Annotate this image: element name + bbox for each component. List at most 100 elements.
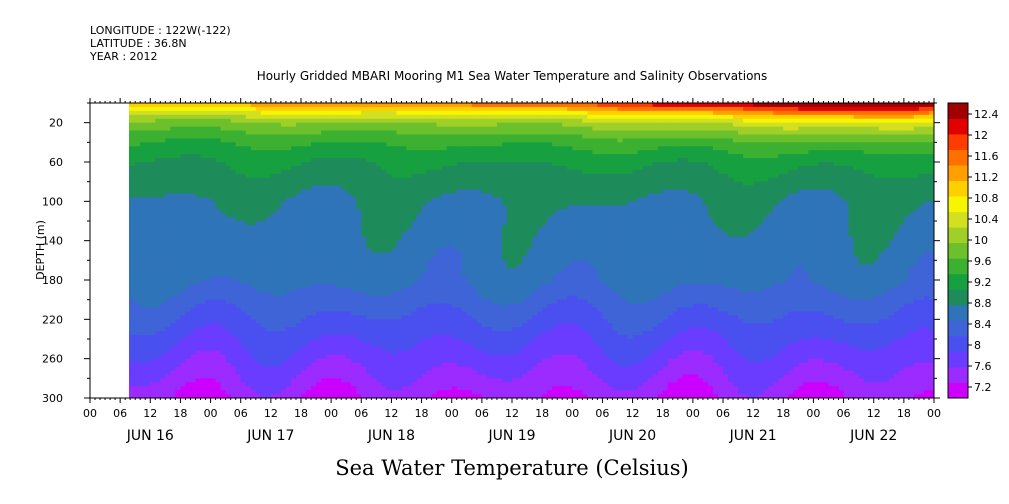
heatmap-cell — [306, 244, 312, 250]
heatmap-cell — [416, 276, 423, 281]
heatmap-cell — [129, 236, 131, 242]
heatmap-cell — [155, 158, 161, 163]
heatmap-cell — [446, 114, 453, 120]
heatmap-cell — [260, 134, 267, 139]
heatmap-cell — [185, 272, 192, 277]
heatmap-cell — [406, 103, 413, 108]
heatmap-cell — [215, 268, 222, 273]
heatmap-cell — [275, 165, 282, 171]
heatmap-cell — [366, 177, 372, 183]
heatmap-cell — [381, 268, 387, 273]
heatmap-cell — [150, 103, 156, 108]
heatmap-cell — [180, 276, 187, 281]
heatmap-cell — [155, 390, 161, 395]
heatmap-cell — [240, 221, 247, 226]
heatmap-cell — [220, 240, 227, 246]
heatmap-cell — [245, 181, 252, 187]
heatmap-cell — [129, 350, 131, 356]
heatmap-cell — [426, 130, 433, 136]
heatmap-cell — [426, 248, 433, 254]
heatmap-cell — [421, 260, 428, 265]
heatmap-cell — [150, 221, 156, 226]
heatmap-cell — [311, 209, 317, 214]
heatmap-cell — [140, 366, 146, 372]
heatmap-cell — [381, 390, 387, 395]
heatmap-cell — [220, 327, 227, 332]
heatmap-cell — [255, 374, 262, 379]
heatmap-cell — [396, 173, 403, 179]
heatmap-cell — [175, 307, 182, 313]
heatmap-cell — [150, 346, 156, 352]
heatmap-cell — [180, 268, 187, 273]
heatmap-cell — [155, 276, 161, 281]
heatmap-cell — [280, 256, 287, 261]
heatmap-cell — [190, 323, 197, 328]
heatmap-cell — [456, 213, 463, 218]
heatmap-cell — [311, 201, 317, 206]
heatmap-cell — [155, 169, 161, 175]
heatmap-cell — [230, 280, 237, 285]
heatmap-cell — [381, 366, 387, 372]
heatmap-cell — [260, 283, 267, 289]
heatmap-cell — [451, 106, 458, 112]
heatmap-cell — [341, 189, 347, 195]
heatmap-cell — [185, 232, 192, 238]
heatmap-cell — [285, 283, 292, 289]
heatmap-cell — [290, 185, 297, 191]
heatmap-cell — [371, 374, 377, 379]
heatmap-cell — [341, 217, 347, 222]
heatmap-cell — [316, 130, 322, 136]
heatmap-cell — [275, 291, 282, 297]
heatmap-cell — [145, 134, 151, 139]
heatmap-cell — [336, 158, 342, 163]
heatmap-cell — [426, 138, 433, 143]
heatmap-cell — [245, 268, 252, 273]
heatmap-cell — [446, 374, 453, 379]
heatmap-cell — [336, 181, 342, 187]
heatmap-cell — [129, 169, 131, 175]
heatmap-cell — [386, 232, 393, 238]
heatmap-cell — [421, 177, 428, 183]
heatmap-cell — [391, 272, 398, 277]
heatmap-cell — [436, 303, 443, 309]
heatmap-cell — [240, 362, 247, 368]
heatmap-cell — [210, 236, 217, 242]
heatmap-cell — [240, 323, 247, 328]
heatmap-cell — [421, 103, 428, 108]
heatmap-cell — [200, 394, 207, 398]
heatmap-cell — [416, 162, 423, 167]
heatmap-cell — [366, 315, 372, 320]
heatmap-cell — [451, 126, 458, 132]
heatmap-cell — [175, 370, 182, 375]
heatmap-cell — [406, 366, 413, 372]
heatmap-cell — [301, 224, 307, 230]
heatmap-cell — [371, 339, 377, 344]
heatmap-cell — [396, 295, 403, 301]
heatmap-cell — [316, 185, 322, 191]
heatmap-cell — [235, 256, 242, 261]
heatmap-cell — [260, 291, 267, 297]
heatmap-cell — [255, 323, 262, 328]
heatmap-cell — [145, 114, 151, 120]
heatmap-cell — [356, 366, 362, 372]
heatmap-cell — [351, 248, 357, 254]
heatmap-cell — [446, 354, 453, 360]
heatmap-cell — [175, 181, 182, 187]
heatmap-cell — [215, 276, 222, 281]
heatmap-cell — [401, 142, 408, 147]
heatmap-cell — [326, 122, 332, 128]
heatmap-cell — [451, 181, 458, 187]
heatmap-cell — [391, 224, 398, 230]
heatmap-cell — [406, 331, 413, 336]
heatmap-cell — [331, 350, 337, 356]
heatmap-cell — [190, 197, 197, 202]
heatmap-cell — [416, 327, 423, 332]
heatmap-cell — [391, 146, 398, 151]
heatmap-cell — [421, 150, 428, 155]
heatmap-cell — [155, 185, 161, 191]
heatmap-cell — [145, 118, 151, 124]
heatmap-cell — [215, 339, 222, 344]
heatmap-cell — [446, 213, 453, 218]
heatmap-cell — [416, 307, 423, 313]
heatmap-cell — [180, 162, 187, 167]
